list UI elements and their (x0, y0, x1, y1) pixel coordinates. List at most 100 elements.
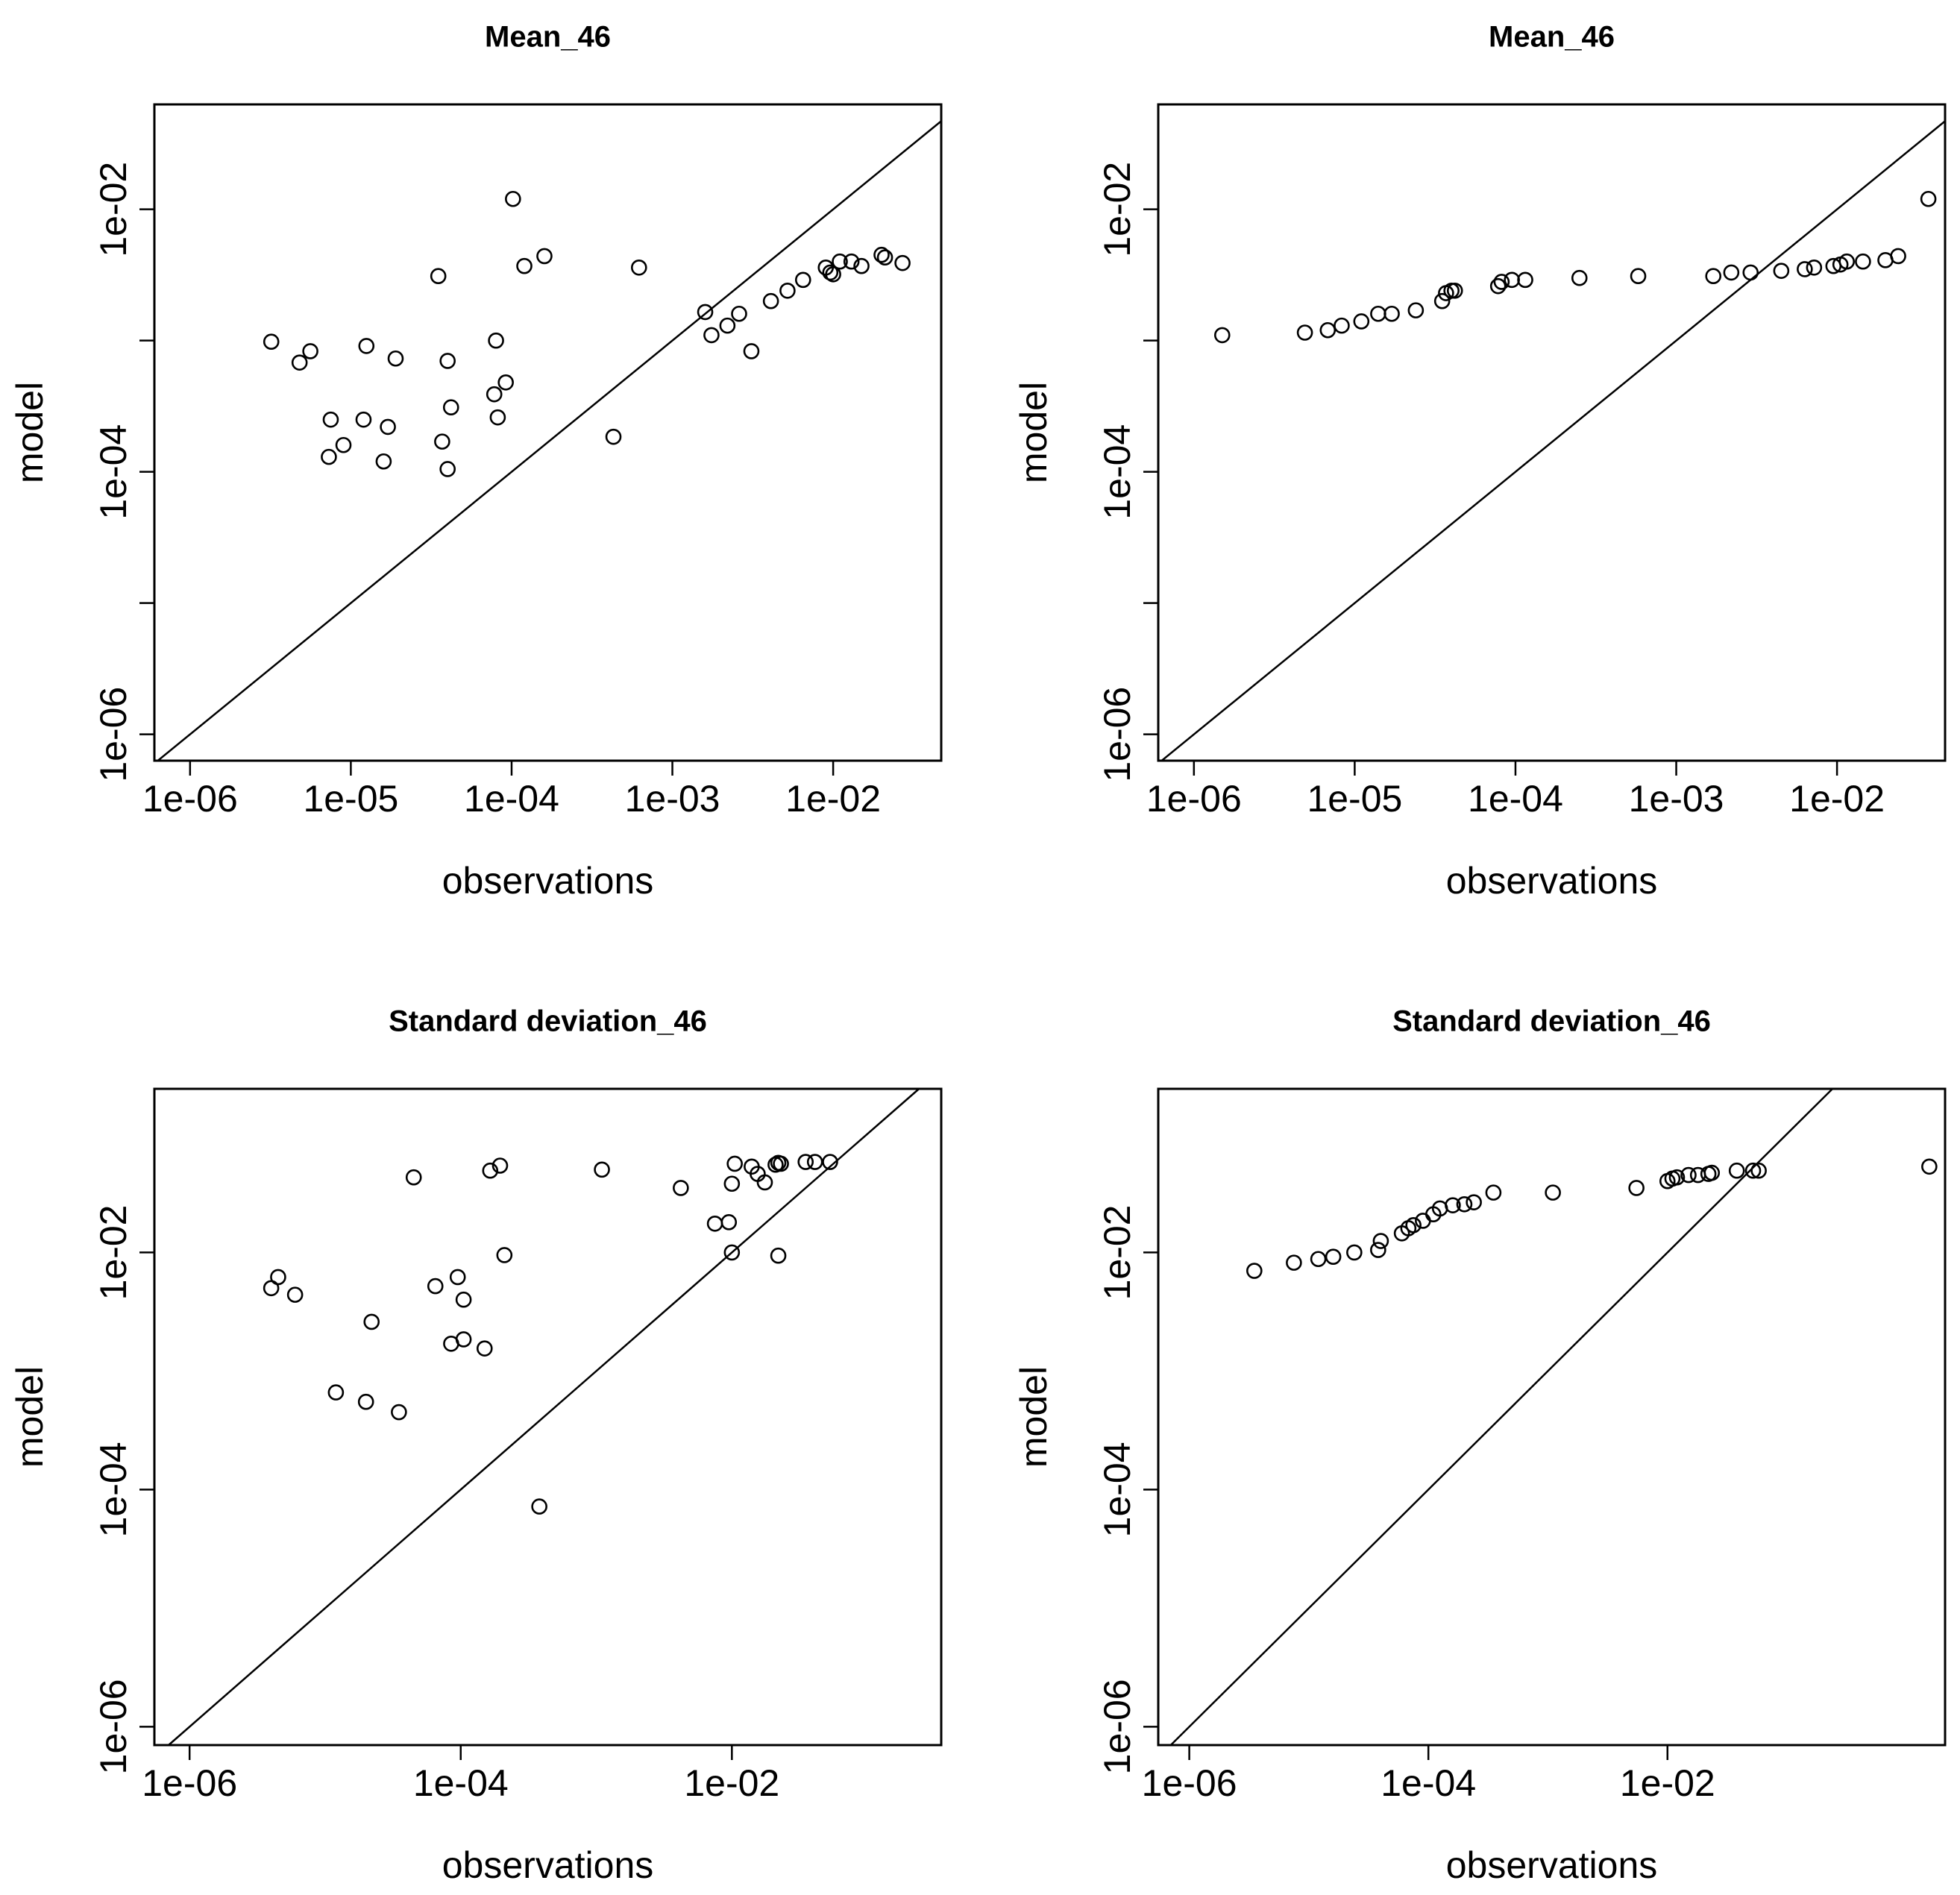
data-point (1485, 1184, 1502, 1201)
x-tick-label: 1e-04 (1381, 1762, 1476, 1804)
data-point (1446, 282, 1463, 299)
data-point (455, 1291, 472, 1308)
plot-frame (1157, 1087, 1947, 1747)
x-tick-label: 1e-05 (1307, 778, 1402, 820)
data-point (302, 343, 318, 359)
data-point (1370, 305, 1386, 322)
data-point (439, 461, 456, 477)
data-point (806, 1154, 823, 1170)
data-point (263, 333, 280, 351)
data-point (375, 453, 392, 470)
data-point (1433, 292, 1451, 309)
data-point (327, 1384, 345, 1401)
y-tick-label: 1e-04 (1096, 1442, 1138, 1537)
y-tick-label: 1e-04 (92, 1442, 134, 1537)
data-point (1456, 1195, 1473, 1213)
data-point (430, 268, 447, 285)
data-point (357, 1393, 374, 1410)
x-tick-label: 1e-02 (1789, 778, 1885, 820)
identity-line (1160, 120, 1946, 761)
data-point (1246, 1263, 1263, 1279)
data-point (673, 1180, 689, 1196)
data-point (363, 1313, 380, 1330)
data-point (1353, 313, 1370, 330)
data-point (1372, 1233, 1389, 1249)
y-tick-label: 1e-06 (92, 687, 134, 782)
data-point (605, 428, 622, 445)
x-tick-label: 1e-04 (413, 1762, 509, 1804)
data-point (719, 317, 736, 334)
y-tick-label: 1e-02 (1096, 162, 1138, 257)
data-point (843, 253, 860, 270)
data-point (723, 1244, 741, 1261)
plot-frame (1157, 103, 1947, 762)
data-point (358, 338, 375, 354)
data-point (1705, 268, 1722, 285)
y-axis-label: model (9, 382, 51, 483)
data-point (380, 418, 396, 436)
data-point (1504, 271, 1520, 289)
data-point (726, 1155, 743, 1172)
x-tick-label: 1e-03 (625, 778, 720, 820)
x-tick-label: 1e-05 (303, 778, 398, 820)
data-point (773, 1155, 789, 1172)
data-point (1310, 1251, 1327, 1268)
data-point (1213, 327, 1231, 344)
data-point (743, 343, 760, 359)
data-point (1668, 1169, 1686, 1186)
data-point (1346, 1244, 1363, 1261)
x-tick-label: 1e-03 (1629, 778, 1724, 820)
identity-line (157, 120, 942, 761)
identity-line (1169, 1088, 1833, 1746)
panel-2: Mean_46 1e-06 1e-05 1e-04 1e-03 1e-02 1e-06 1e-… (1013, 21, 1947, 902)
data-point (1797, 261, 1813, 277)
identity-line (168, 1088, 920, 1746)
data-point (703, 327, 720, 344)
data-point (427, 1278, 444, 1295)
y-tick-label: 1e-02 (92, 162, 134, 257)
y-tick-label: 1e-04 (92, 424, 134, 520)
data-point (496, 1247, 513, 1263)
data-point (1773, 263, 1790, 279)
data-point (1680, 1166, 1697, 1184)
data-point (630, 259, 647, 276)
data-point (1325, 1248, 1342, 1265)
panel-title: Standard deviation_46 (1392, 1005, 1711, 1038)
data-point (1723, 264, 1740, 281)
data-point (1383, 305, 1400, 322)
data-point (1286, 1254, 1302, 1271)
y-axis-label: model (1013, 1366, 1055, 1468)
data-point (476, 1340, 493, 1357)
data-point (894, 254, 911, 271)
data-point (1443, 282, 1460, 299)
data-point (335, 436, 352, 453)
data-point (762, 292, 779, 309)
panel-title: Mean_46 (1489, 21, 1615, 54)
x-tick-label: 1e-06 (1142, 1762, 1237, 1804)
y-tick-label: 1e-02 (92, 1204, 134, 1300)
data-point (322, 411, 339, 428)
x-tick-label: 1e-06 (142, 778, 238, 820)
data-point (697, 304, 714, 321)
y-axis-label: model (9, 1366, 51, 1468)
panel-title: Mean_46 (485, 21, 611, 54)
data-point (1545, 1184, 1561, 1201)
panel-title: Standard deviation_46 (389, 1005, 707, 1038)
data-point (1703, 1164, 1721, 1181)
data-point (449, 1269, 466, 1286)
data-point (1855, 253, 1871, 270)
data-point (825, 265, 841, 283)
data-point (794, 271, 811, 289)
plot-frame (153, 1087, 943, 1747)
data-point (1296, 324, 1313, 341)
data-point (731, 305, 747, 322)
panel-1: Mean_46 1e-06 1e-05 1e-04 1e-03 1e-02 1e-06 1e-… (9, 21, 943, 902)
data-point (1517, 271, 1533, 289)
x-axis-label: observations (442, 1844, 654, 1886)
data-point (391, 1404, 407, 1421)
data-point (442, 399, 459, 416)
data-point (355, 411, 372, 428)
data-point (1493, 274, 1510, 290)
data-point (1742, 264, 1759, 281)
